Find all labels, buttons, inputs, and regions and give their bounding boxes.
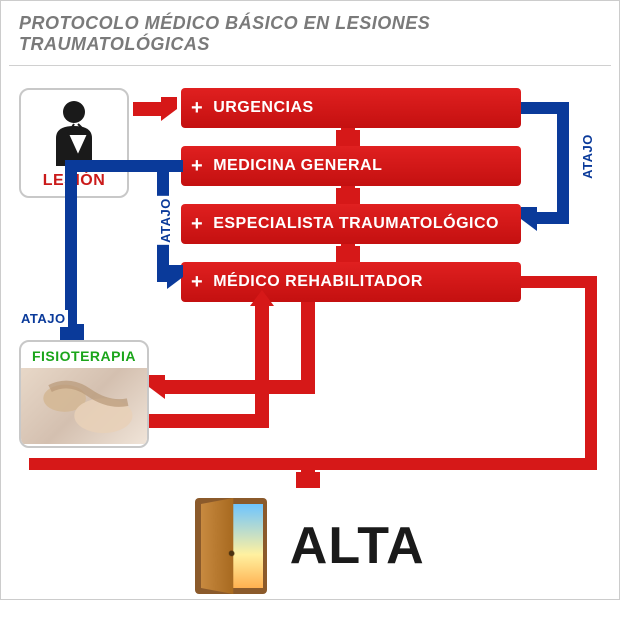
arrow-alta-seg2 [585, 276, 597, 470]
stage-label: MÉDICO REHABILITADOR [213, 273, 423, 291]
door-icon [195, 498, 267, 594]
arrow-down-2 [341, 186, 355, 204]
alta-label: ALTA [290, 517, 425, 575]
arrow-rehab-fisio-h [149, 380, 315, 394]
stage-medicina-general: + MEDICINA GENERAL [181, 146, 521, 186]
arrow-fisio-rehab-head [250, 290, 274, 306]
atajo-right-seg2 [557, 102, 569, 222]
plus-icon: + [191, 155, 203, 178]
stage-label: ESPECIALISTA TRAUMATOLÓGICO [213, 215, 499, 233]
plus-icon: + [191, 97, 203, 120]
stage-label: URGENCIAS [213, 99, 314, 117]
stage-label: MEDICINA GENERAL [213, 157, 382, 175]
atajo-label-inner: ATAJO [157, 196, 174, 245]
arrow-fisio-rehab-v [255, 302, 269, 428]
arrow-lesion-urgencias [133, 102, 177, 116]
divider [9, 65, 611, 66]
arrow-alta-down [301, 458, 315, 488]
arrow-down-1 [341, 128, 355, 146]
atajo-inner-seg3 [157, 270, 183, 282]
plus-icon: + [191, 271, 203, 294]
fisioterapia-node: FISIOTERAPIA [19, 340, 149, 448]
stage-urgencias: + URGENCIAS [181, 88, 521, 128]
arrow-down-3 [341, 244, 355, 262]
atajo-left-seg1 [65, 160, 183, 172]
arrow-rehab-fisio-v [301, 302, 315, 392]
alta-node: ALTA [1, 498, 619, 594]
atajo-label-right: ATAJO [579, 132, 596, 181]
atajo-label-left: ATAJO [19, 310, 68, 327]
arrow-fisio-rehab-h [149, 414, 269, 428]
atajo-right-seg3 [521, 212, 569, 224]
plus-icon: + [191, 213, 203, 236]
fisioterapia-label: FISIOTERAPIA [21, 342, 147, 368]
page-title: PROTOCOLO MÉDICO BÁSICO EN LESIONES TRAU… [1, 1, 619, 65]
person-sling-icon [44, 98, 104, 166]
stage-especialista: + ESPECIALISTA TRAUMATOLÓGICO [181, 204, 521, 244]
stage-rehabilitador: + MÉDICO REHABILITADOR [181, 262, 521, 302]
arrow-alta-seg3b [29, 458, 41, 470]
flowchart-canvas: LESIÓN + URGENCIAS + MEDICINA GENERAL + … [1, 78, 619, 618]
fisioterapia-image [21, 368, 147, 444]
